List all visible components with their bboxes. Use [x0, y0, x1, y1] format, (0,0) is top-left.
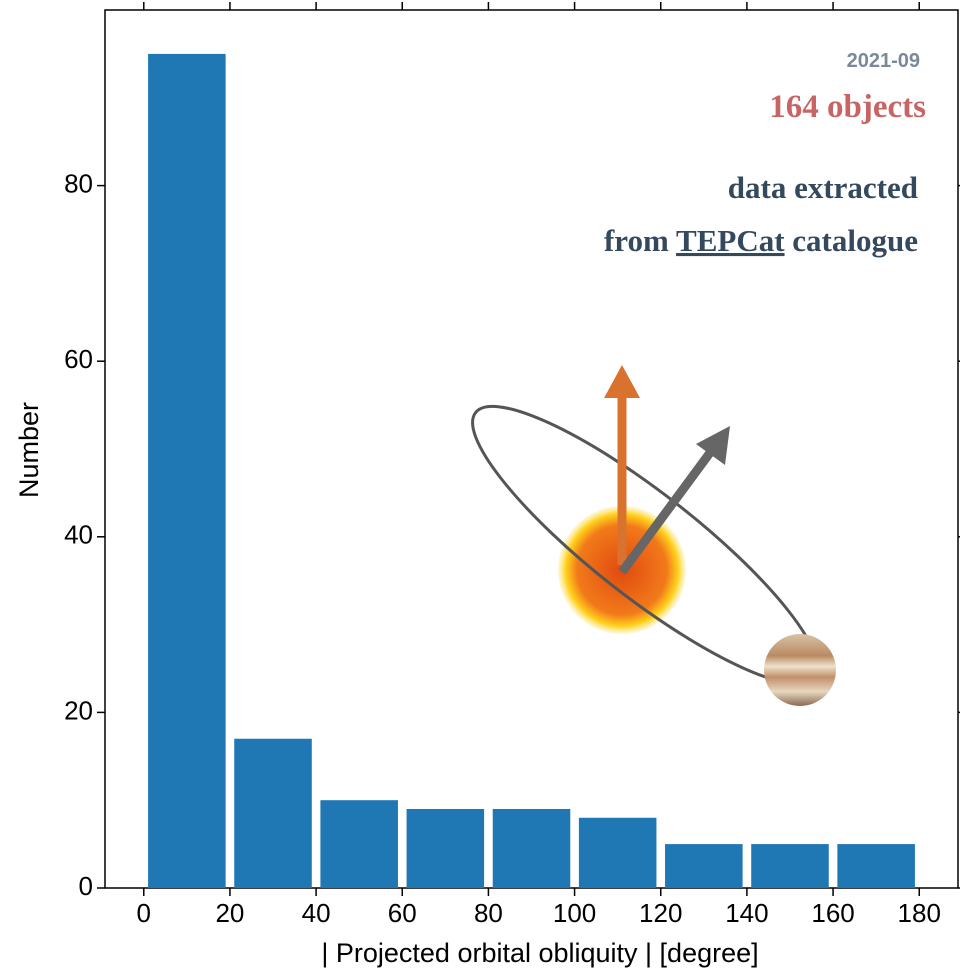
x-tick-label: 180 — [898, 898, 941, 928]
x-tick-label: 140 — [725, 898, 768, 928]
bar — [148, 53, 226, 888]
x-tick-label: 80 — [474, 898, 503, 928]
bar — [234, 738, 312, 888]
bar — [406, 808, 485, 888]
x-axis-label: | Projected orbital obliquity | [degree] — [321, 938, 758, 968]
source-suffix: catalogue — [792, 223, 918, 258]
source-link[interactable]: TEPCat — [676, 223, 785, 258]
orbit-axis — [618, 447, 716, 575]
x-tick-label: 120 — [639, 898, 682, 928]
x-tick-label: 0 — [137, 898, 151, 928]
bar — [665, 844, 743, 888]
y-tick-label: 60 — [64, 344, 93, 374]
x-tick-label: 100 — [553, 898, 596, 928]
bar — [751, 844, 829, 888]
source-prefix: from — [604, 223, 669, 258]
bar — [578, 817, 657, 888]
y-tick-label: 80 — [64, 168, 93, 198]
bar — [492, 808, 571, 888]
x-tick-label: 160 — [811, 898, 854, 928]
date-label: 2021-09 — [847, 50, 920, 72]
spin-arrowhead — [604, 365, 640, 398]
x-tick-label: 20 — [215, 898, 244, 928]
source-line2: from TEPCat catalogue — [604, 223, 918, 258]
x-tick-label: 60 — [388, 898, 417, 928]
bar — [837, 844, 915, 888]
source-line1: data extracted — [728, 170, 918, 205]
count-label: 164 objects — [769, 89, 926, 125]
y-axis-label: Number — [14, 402, 44, 498]
y-tick-label: 0 — [79, 871, 93, 901]
orbit-arrowhead — [696, 426, 730, 465]
y-tick-label: 40 — [64, 520, 93, 550]
planet — [764, 634, 836, 706]
bar — [320, 800, 398, 888]
illustration — [471, 365, 836, 706]
plot-frame — [104, 9, 959, 889]
x-tick-label: 40 — [302, 898, 331, 928]
y-tick-label: 20 — [64, 695, 93, 725]
